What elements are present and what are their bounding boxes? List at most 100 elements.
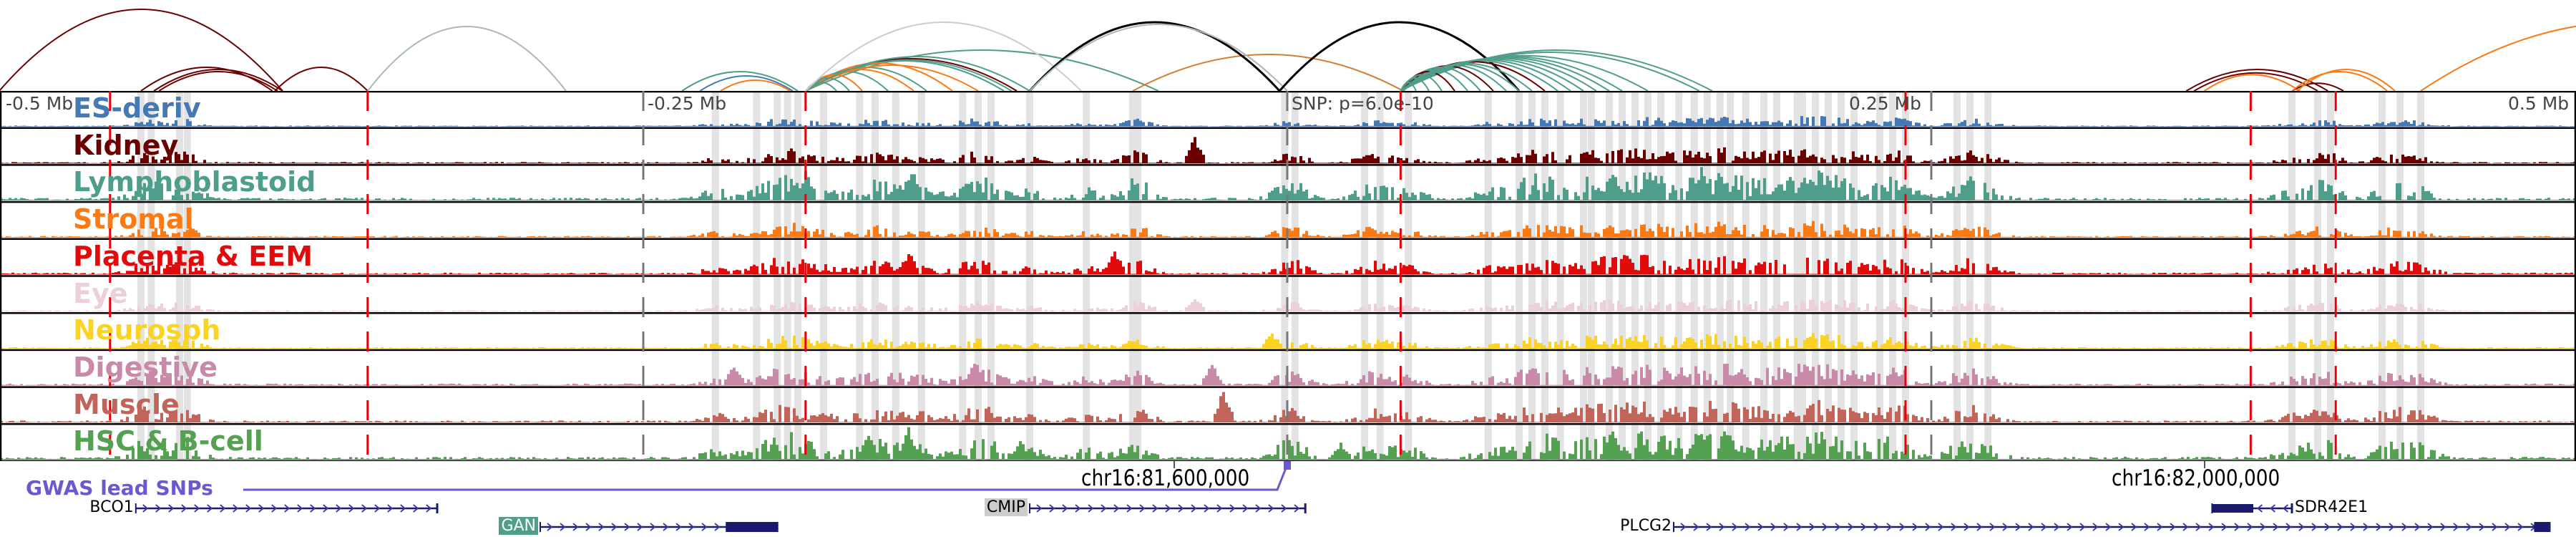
strand-chevron xyxy=(2054,523,2060,531)
strand-chevron xyxy=(1062,504,1068,513)
strand-chevron xyxy=(2298,523,2305,531)
strand-chevron xyxy=(2015,523,2021,531)
strand-chevron xyxy=(1757,523,1764,531)
strand-chevron xyxy=(1101,504,1107,513)
strand-chevron xyxy=(2453,523,2459,531)
gene-plcg2[interactable] xyxy=(1673,522,2551,532)
strand-chevron xyxy=(560,523,566,531)
strand-chevron xyxy=(2170,523,2176,531)
signal-tracks-panel xyxy=(0,91,2576,461)
gwas-lead-snp-marker[interactable] xyxy=(1284,461,1291,470)
gene-cmip[interactable] xyxy=(1029,503,1307,513)
strand-chevron xyxy=(1719,523,1725,531)
strand-chevron xyxy=(284,504,291,513)
strand-chevron xyxy=(245,504,252,513)
strand-chevron xyxy=(1165,504,1171,513)
gene-label[interactable]: GAN xyxy=(499,517,538,535)
strand-chevron xyxy=(1216,504,1223,513)
coding-exon xyxy=(726,522,778,532)
strand-chevron xyxy=(1989,523,1996,531)
signal-area xyxy=(0,167,2576,201)
strand-chevron xyxy=(1706,523,1712,531)
interaction-arc xyxy=(2193,72,2318,92)
strand-chevron xyxy=(1732,523,1738,531)
strand-chevron xyxy=(1860,523,1867,531)
strand-chevron xyxy=(2337,523,2343,531)
strand-chevron xyxy=(2282,504,2288,513)
strand-chevron xyxy=(142,504,149,513)
gene-label[interactable]: PLCG2 xyxy=(1620,517,1672,535)
strand-chevron xyxy=(1899,523,1906,531)
strand-chevron xyxy=(1886,523,1893,531)
chromosome-coordinate-label: chr16:81,600,000 xyxy=(1081,465,1250,491)
strand-chevron xyxy=(1075,504,1081,513)
strand-chevron xyxy=(1925,523,1931,531)
gene-label[interactable]: BCO1 xyxy=(89,498,134,516)
gene-label[interactable]: CMIP xyxy=(984,498,1028,516)
interaction-arc xyxy=(699,75,794,92)
strand-chevron xyxy=(194,504,200,513)
strand-chevron xyxy=(1139,504,1146,513)
strand-chevron xyxy=(2118,523,2124,531)
strand-chevron xyxy=(2401,523,2408,531)
strand-chevron xyxy=(2028,523,2034,531)
interaction-arc xyxy=(2204,74,2301,92)
interaction-arc xyxy=(274,67,369,92)
strand-chevron xyxy=(650,523,656,531)
gene-label[interactable]: SDR42E1 xyxy=(2295,498,2368,516)
strand-chevron xyxy=(361,504,368,513)
interaction-arc xyxy=(367,26,567,92)
strand-chevron xyxy=(1049,504,1055,513)
strand-chevron xyxy=(2269,504,2275,513)
chromosome-coordinate-label: chr16:82,000,000 xyxy=(2112,465,2280,491)
interaction-arc xyxy=(1029,24,1288,92)
strand-chevron xyxy=(2440,523,2446,531)
strand-chevron xyxy=(2311,523,2318,531)
gene-sdr42e1[interactable] xyxy=(2211,503,2293,513)
strand-chevron xyxy=(387,504,394,513)
strand-chevron xyxy=(1680,523,1687,531)
strand-chevron xyxy=(2144,523,2150,531)
strand-chevron xyxy=(297,504,303,513)
interaction-arc xyxy=(1402,63,1520,92)
strand-chevron xyxy=(2324,523,2331,531)
gene-bco1[interactable] xyxy=(135,503,439,513)
track-label: Eye xyxy=(73,277,128,309)
strand-chevron xyxy=(2389,523,2395,531)
strand-chevron xyxy=(323,504,329,513)
strand-chevron xyxy=(675,523,682,531)
strand-chevron xyxy=(1152,504,1158,513)
signal-track-es-deriv xyxy=(0,116,2576,127)
strand-chevron xyxy=(2182,523,2189,531)
strand-chevron xyxy=(348,504,355,513)
interaction-arc xyxy=(140,67,273,92)
strand-chevron xyxy=(1242,504,1249,513)
strand-chevron xyxy=(2350,523,2356,531)
track-label: ES-deriv xyxy=(73,92,201,124)
strand-chevron xyxy=(181,504,187,513)
interaction-arc xyxy=(2420,25,2576,92)
strand-chevron xyxy=(1770,523,1777,531)
gene-track xyxy=(135,461,2551,532)
signal-track-neurosph xyxy=(0,333,2576,349)
strand-chevron xyxy=(1178,504,1184,513)
strand-chevron xyxy=(2195,523,2202,531)
gene-gan[interactable] xyxy=(540,522,779,532)
interaction-arc xyxy=(805,21,1082,92)
strand-chevron xyxy=(2002,523,2009,531)
strand-chevron xyxy=(155,504,162,513)
strand-chevron xyxy=(1229,504,1236,513)
interaction-arc xyxy=(1028,21,1281,92)
track-label: Stromal xyxy=(73,203,194,236)
interaction-arc xyxy=(805,56,1030,92)
strand-chevron xyxy=(1113,504,1120,513)
strand-chevron xyxy=(701,523,708,531)
strand-chevron xyxy=(585,523,592,531)
interaction-arc xyxy=(158,71,278,92)
interaction-arc xyxy=(1400,54,1649,92)
strand-chevron xyxy=(1088,504,1094,513)
strand-chevron xyxy=(336,504,342,513)
strand-chevron xyxy=(1822,523,1828,531)
interaction-arc xyxy=(153,69,283,92)
strand-chevron xyxy=(220,504,226,513)
